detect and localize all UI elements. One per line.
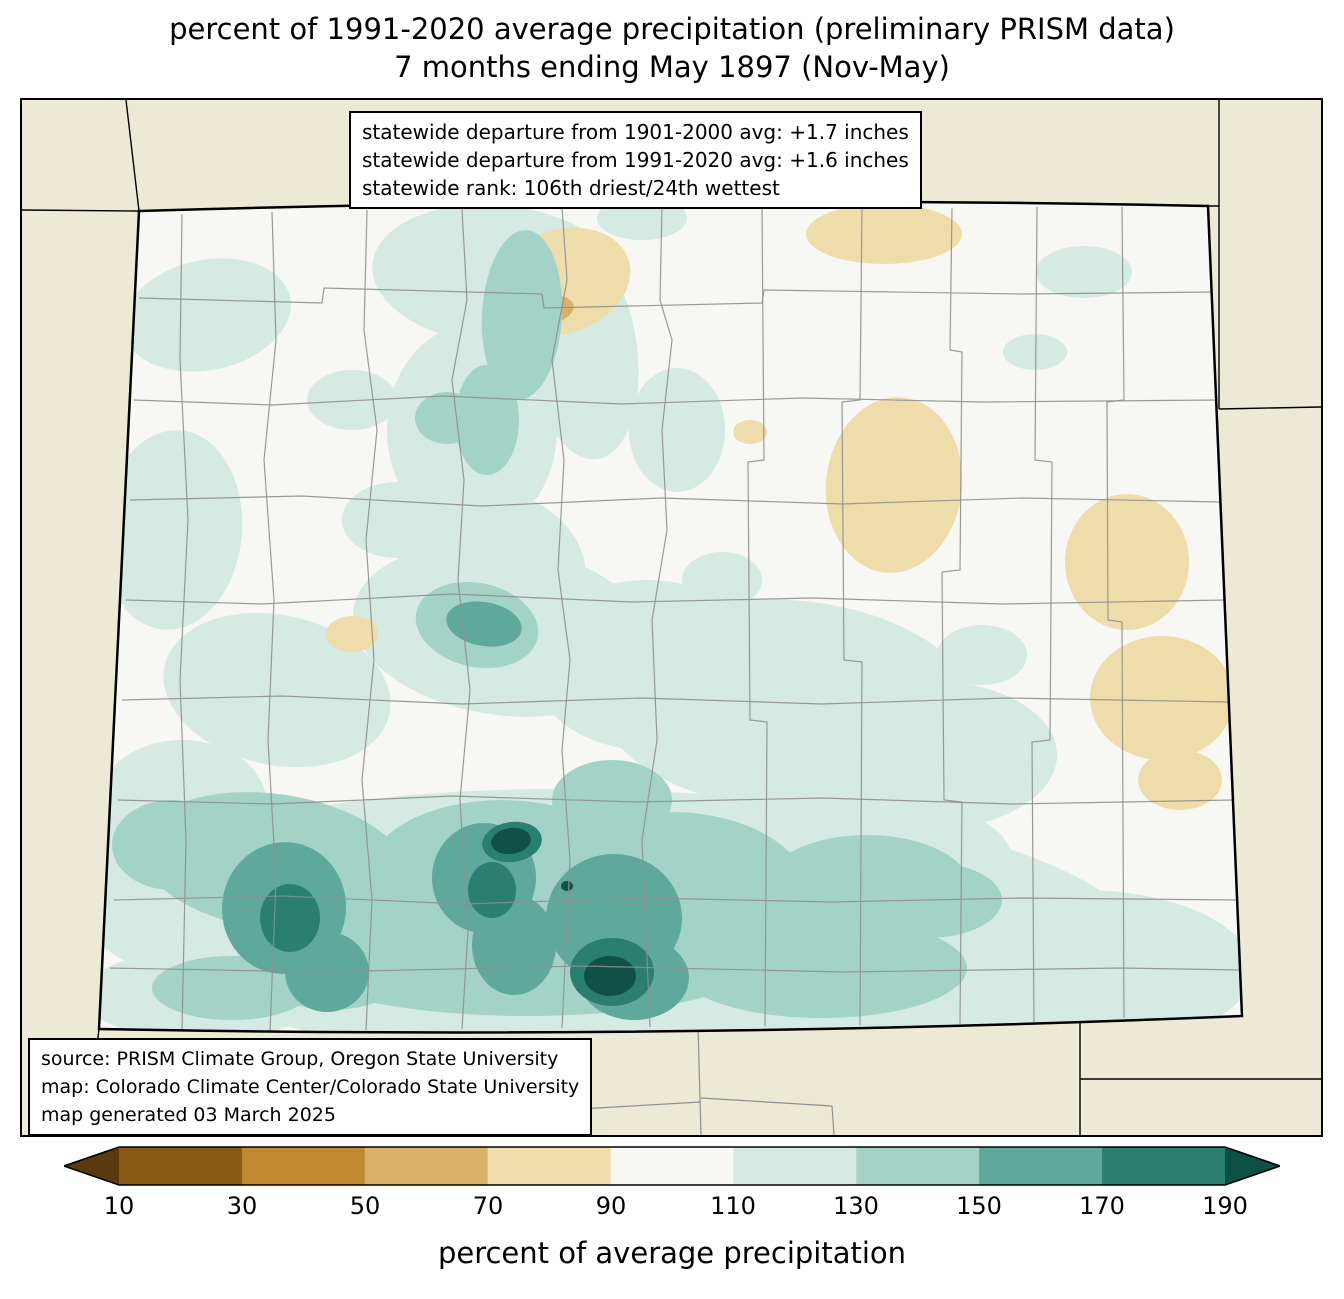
source-line2: map: Colorado Climate Center/Colorado St… [41, 1076, 580, 1098]
colorbar-segment [979, 1147, 1103, 1185]
colorbar-segment [1102, 1147, 1226, 1185]
colorbar-axis-label: percent of average precipitation [437, 1236, 907, 1270]
colorbar-tick-label: 90 [595, 1192, 627, 1220]
map-title: percent of 1991-2020 average precipitati… [0, 10, 1344, 86]
colorbar-tick-label: 30 [226, 1192, 258, 1220]
colorbar-segment [241, 1147, 366, 1185]
neighbor-county-lines [561, 1025, 835, 1135]
source-line3: map generated 03 March 2025 [41, 1104, 336, 1126]
stats-line3: statewide rank: 106th driest/24th wettes… [362, 176, 780, 200]
map-title-line1: percent of 1991-2020 average precipitati… [169, 12, 1175, 46]
neighbor-state-lines [22, 100, 1321, 1135]
source-box: source: PRISM Climate Group, Oregon Stat… [28, 1038, 593, 1136]
colorbar-segment [119, 1147, 243, 1185]
colorbar-tick-label: 70 [472, 1192, 504, 1220]
colorbar-tick-label: 50 [349, 1192, 381, 1220]
colorbar-svg [61, 1146, 1283, 1186]
colorbar-tick-label: 10 [103, 1192, 135, 1220]
colorbar-tick-label: 150 [956, 1192, 1002, 1220]
colorbar-segment [364, 1147, 489, 1185]
colorbar [61, 1146, 1283, 1186]
source-line1: source: PRISM Climate Group, Oregon Stat… [41, 1048, 559, 1070]
stats-line1: statewide departure from 1901-2000 avg: … [362, 120, 909, 144]
county-lines [109, 205, 1241, 1032]
colorbar-over-arrow [1225, 1147, 1280, 1185]
colorbar-segment [610, 1147, 734, 1185]
colorbar-tick-label: 190 [1202, 1192, 1248, 1220]
colorbar-segment [856, 1147, 980, 1185]
stats-box: statewide departure from 1901-2000 avg: … [349, 111, 922, 209]
colorbar-segment [487, 1147, 612, 1185]
colorbar-under-arrow [64, 1147, 119, 1185]
colorbar-segment [733, 1147, 857, 1185]
colorbar-tick-label: 130 [833, 1192, 879, 1220]
precipitation-map [22, 100, 1321, 1135]
colorbar-tick-label: 110 [710, 1192, 756, 1220]
colorbar-ticks: 10 30 50 70 90 110 130 150 170 190 [64, 1192, 1280, 1226]
colorbar-tick-label: 170 [1079, 1192, 1125, 1220]
map-title-line2: 7 months ending May 1897 (Nov-May) [394, 50, 950, 84]
stats-line2: statewide departure from 1991-2020 avg: … [362, 148, 909, 172]
map-frame [20, 98, 1323, 1137]
